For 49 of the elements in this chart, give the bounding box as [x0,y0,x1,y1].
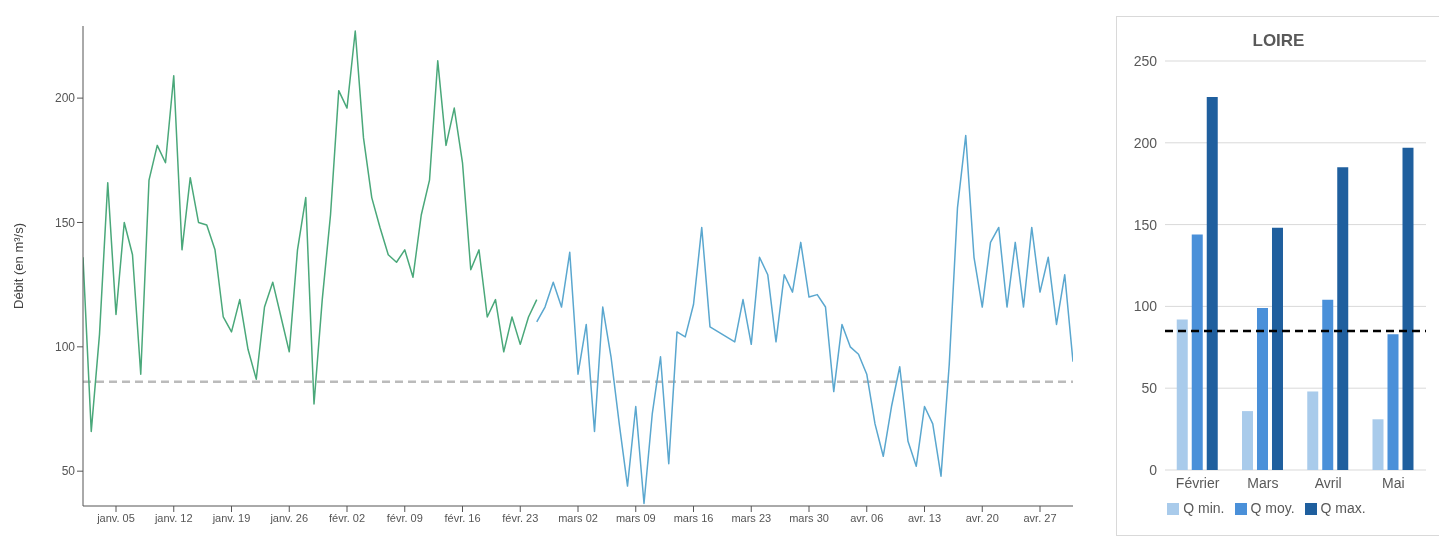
x-tick-label: janv. 12 [153,511,193,524]
x-tick-label: janv. 05 [96,511,135,524]
bar [1256,308,1268,470]
x-tick-label: mars 09 [615,511,656,524]
x-tick-label: Février [1175,474,1220,491]
x-tick-label: mars 02 [558,511,598,524]
x-tick-label: janv. 19 [211,511,251,524]
y-tick-label: 150 [1133,216,1158,233]
x-tick-label: févr. 16 [444,511,481,524]
x-tick-label: avr. 20 [965,511,999,524]
legend-label: Q max. [1320,500,1366,516]
bar [1191,234,1203,470]
bar [1387,334,1399,470]
x-tick-label: févr. 02 [328,511,366,524]
y-tick-label: 200 [54,91,76,106]
x-tick-label: mars 23 [731,511,772,524]
x-tick-label: Mai [1382,474,1405,491]
line-series [83,30,538,433]
bar [1372,419,1384,470]
x-tick-label: févr. 23 [502,511,539,524]
x-tick-label: mars 30 [789,511,829,524]
bar [1337,167,1349,470]
bar [1322,299,1334,470]
y-tick-label: 150 [54,215,76,230]
bar [1307,391,1319,470]
bar [1271,227,1283,470]
y-tick-label: 50 [61,464,76,479]
x-tick-label: avr. 27 [1023,511,1057,524]
y-tick-label: 250 [1133,52,1158,69]
bar [1176,319,1188,470]
x-tick-label: Avril [1314,474,1342,491]
x-tick-label: Mars [1247,474,1279,491]
bar [1402,147,1414,470]
x-tick-label: avr. 13 [907,511,942,524]
y-tick-label: 0 [1149,461,1158,478]
x-tick-label: févr. 09 [386,511,423,524]
bar [1206,96,1218,470]
y-tick-label: 100 [54,340,76,355]
legend-label: Q moy. [1250,500,1295,516]
y-tick-label: 200 [1133,134,1158,151]
chart-title: LOIRE [1251,31,1306,51]
bar [1241,411,1253,470]
y-tick-label: 100 [1133,298,1158,315]
x-tick-label: avr. 06 [850,511,884,524]
y-axis-title: Débit (en m³/s) [10,223,26,309]
legend-label: Q min. [1183,500,1225,516]
x-tick-label: janv. 26 [269,511,309,524]
y-tick-label: 50 [1141,380,1158,397]
x-tick-label: mars 16 [673,511,714,524]
